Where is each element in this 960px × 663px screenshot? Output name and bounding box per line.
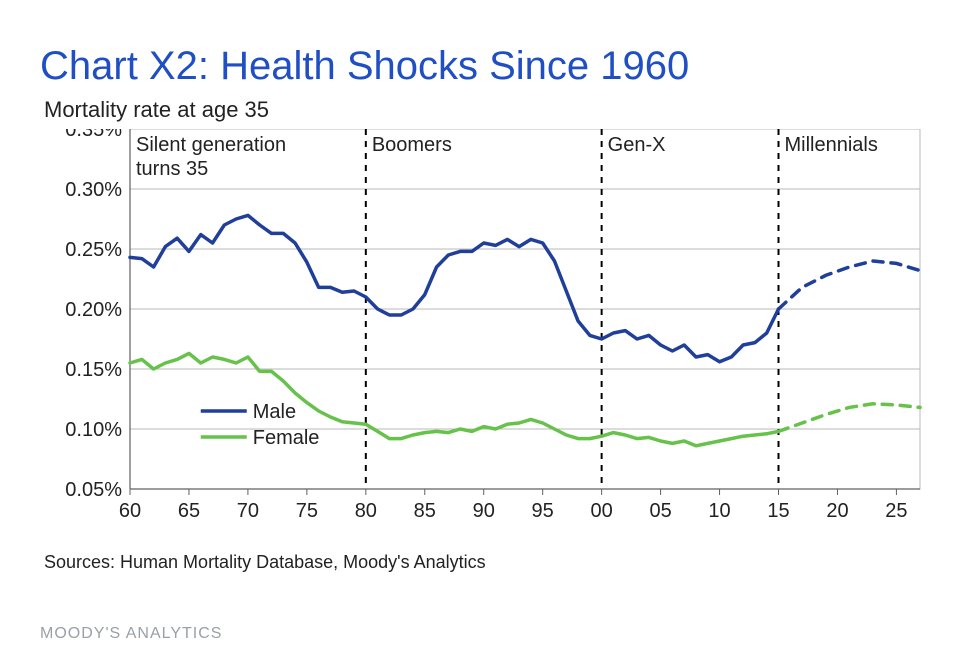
svg-text:turns 35: turns 35 bbox=[136, 158, 208, 180]
svg-text:00: 00 bbox=[591, 500, 613, 522]
svg-text:0.20%: 0.20% bbox=[65, 299, 122, 321]
svg-text:Silent generation: Silent generation bbox=[136, 134, 286, 156]
svg-text:90: 90 bbox=[473, 500, 495, 522]
svg-text:Gen-X: Gen-X bbox=[608, 134, 666, 156]
svg-text:0.25%: 0.25% bbox=[65, 239, 122, 261]
svg-text:Boomers: Boomers bbox=[372, 134, 452, 156]
svg-text:15: 15 bbox=[767, 500, 789, 522]
svg-text:75: 75 bbox=[296, 500, 318, 522]
svg-text:Female: Female bbox=[253, 427, 320, 449]
svg-text:0.05%: 0.05% bbox=[65, 479, 122, 501]
svg-text:Millennials: Millennials bbox=[785, 134, 878, 156]
line-chart: 0.05% 0.10% 0.15% 0.20% 0.25% 0.30% 0.35% 60 65 7… bbox=[40, 129, 940, 539]
svg-text:0.10%: 0.10% bbox=[65, 419, 122, 441]
svg-text:95: 95 bbox=[532, 500, 554, 522]
svg-text:20: 20 bbox=[826, 500, 848, 522]
svg-text:80: 80 bbox=[355, 500, 377, 522]
chart-title: Chart X2: Health Shocks Since 1960 bbox=[40, 44, 920, 89]
chart-area: 0.05% 0.10% 0.15% 0.20% 0.25% 0.30% 0.35% 60 65 7… bbox=[40, 129, 920, 544]
svg-text:0.35%: 0.35% bbox=[65, 129, 122, 141]
svg-text:70: 70 bbox=[237, 500, 259, 522]
svg-text:05: 05 bbox=[649, 500, 671, 522]
chart-subtitle: Mortality rate at age 35 bbox=[44, 97, 920, 123]
svg-text:25: 25 bbox=[885, 500, 907, 522]
svg-text:Male: Male bbox=[253, 401, 296, 423]
svg-text:60: 60 bbox=[119, 500, 141, 522]
brand-wordmark: MOODY'S ANALYTICS bbox=[40, 625, 222, 643]
svg-text:0.30%: 0.30% bbox=[65, 179, 122, 201]
chart-sources: Sources: Human Mortality Database, Moody… bbox=[44, 552, 920, 573]
chart-page: { "title": "Chart X2: Health Shocks Sinc… bbox=[0, 0, 960, 663]
svg-text:0.15%: 0.15% bbox=[65, 359, 122, 381]
svg-text:85: 85 bbox=[414, 500, 436, 522]
svg-text:10: 10 bbox=[708, 500, 730, 522]
svg-text:65: 65 bbox=[178, 500, 200, 522]
